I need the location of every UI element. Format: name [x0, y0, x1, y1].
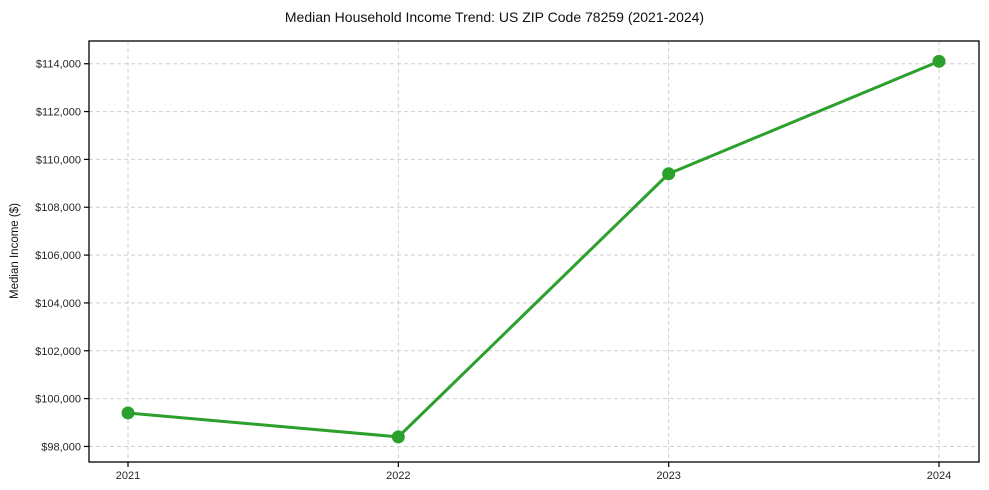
x-tick-label: 2024: [927, 470, 951, 482]
y-tick-label: $108,000: [35, 202, 81, 214]
trend-line: [126, 59, 941, 439]
chart-title: Median Household Income Trend: US ZIP Co…: [284, 9, 705, 25]
y-tick-label: $112,000: [36, 107, 81, 119]
data-point: [391, 430, 405, 444]
axes-spine: [88, 40, 980, 463]
data-point: [121, 406, 135, 420]
y-axis-label: Median Income ($): [9, 203, 21, 299]
x-tick-label: 2022: [386, 470, 410, 482]
y-tick-label: $110,000: [36, 154, 81, 166]
y-tick-label: $106,000: [35, 250, 81, 262]
y-tick-label: $104,000: [35, 298, 81, 310]
y-tick-label: $114,000: [36, 59, 81, 71]
data-point: [662, 167, 676, 181]
x-tick-label: 2021: [116, 470, 140, 482]
y-tick-label: $100,000: [35, 394, 81, 406]
y-tick-label: $102,000: [35, 346, 81, 358]
y-tick-label: $98,000: [41, 441, 81, 453]
x-tick-label: 2023: [656, 470, 680, 482]
data-point: [932, 54, 946, 68]
